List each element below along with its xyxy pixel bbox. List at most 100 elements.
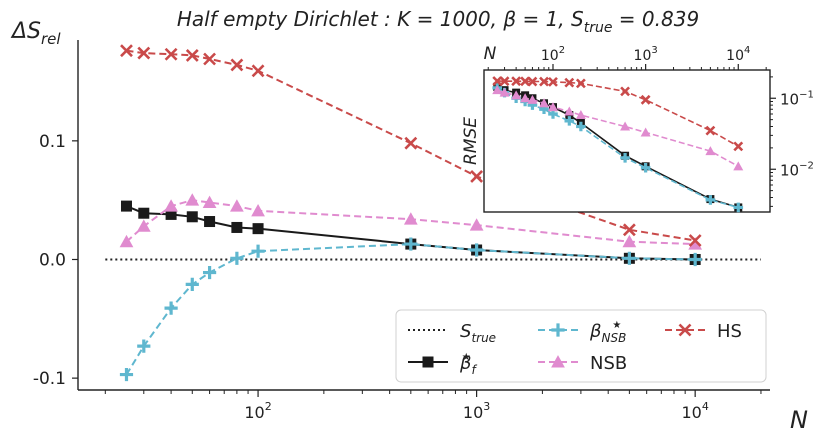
data-point [185,277,199,292]
data-point [137,46,151,60]
inset-data-point [733,161,744,171]
inset-series-NSB [492,85,744,171]
inset-data-point [539,98,550,108]
inset-x-axis-label: N [484,44,497,64]
inset-data-point [527,94,538,104]
data-point [230,251,244,265]
inset-frame [483,69,771,213]
y-axis-label: ΔSrel [10,19,61,48]
inset-data-point [640,162,651,173]
y-tick-label: -0.1 [33,369,66,389]
inset-data-point [499,87,510,97]
y-tick-label: 0.0 [39,250,66,270]
inset-data-point [576,121,586,132]
data-point [404,237,418,251]
inset-x-tick-label: 103 [634,45,658,64]
legend-entry: HS [665,321,742,342]
data-point [164,47,178,61]
inset-chart: 102 103 104 10−2 10−1 RMSE N [461,44,814,213]
x-axis-label: N [790,406,808,434]
data-point [202,265,217,280]
x-tick-label: 103 [463,400,490,422]
inset-data-point [547,102,558,112]
legend-marker [422,356,434,368]
data-point [165,208,177,220]
data-point [164,301,178,315]
data-point [403,212,418,225]
inset-data-point [705,146,716,156]
series-β_NSB* [119,237,702,382]
legend-marker [551,323,565,337]
inset-data-point [733,202,744,213]
data-point [185,49,199,62]
inset-data-point [575,78,586,89]
inset-data-point [733,141,744,152]
main-axes: -0.1 0.0 0.1 102 103 104 [33,40,770,422]
legend-label: HS [717,321,742,342]
inset-data-point [539,76,549,87]
inset-data-point [640,127,651,137]
data-point [251,203,265,217]
legend-entry: Strue [408,321,496,345]
data-point [185,193,200,206]
data-point [622,251,636,265]
inset-data-point [640,94,651,105]
data-point [230,58,244,72]
inset-data-point [620,86,631,97]
data-point [622,223,636,237]
data-point [204,216,216,228]
data-point [404,136,418,150]
legend-entry: βf★ [408,352,478,377]
inset-data-point [564,77,575,88]
data-point [137,339,151,353]
legend-label: βNSB★ [589,320,626,345]
inset-data-point [492,85,503,95]
inset-data-point [520,93,531,103]
inset-data-point [620,121,631,131]
inset-series-HS [492,76,744,152]
data-point [164,199,178,212]
inset-data-point [705,195,716,205]
series-line [125,243,696,376]
inset-data-point [705,125,716,136]
inset-data-point [499,76,510,87]
data-point [688,252,702,267]
data-point [622,234,637,248]
legend-label: Strue [460,321,496,345]
data-point [470,170,484,183]
data-point [252,223,264,235]
chart-labels: Half empty Dirichlet : K = 1000, β = 1, … [10,7,808,434]
inset-data-point [548,76,558,87]
x-tick-label: 104 [681,400,708,422]
y-tick-label: 0.1 [39,132,66,152]
inset-y-tick-label: 10−2 [780,160,814,179]
x-tick-label: 102 [244,400,271,422]
legend-marker [551,355,565,368]
data-point [136,219,151,232]
inset-y-tick-label: 10−1 [780,89,814,108]
data-point [203,52,216,66]
data-point [119,367,134,382]
data-point [119,234,134,248]
legend-label: βf★ [459,352,478,377]
data-point [251,64,265,78]
legend-entry: βNSB★ [538,320,626,345]
data-point [138,207,150,219]
data-point [202,195,217,209]
inset-data-point [564,106,575,116]
inset-data-point [511,90,522,100]
data-point [251,244,265,258]
data-point [469,218,484,231]
series-NSB [119,193,703,250]
legend-marker [678,323,692,337]
data-point [186,211,198,223]
inset-data-point [527,76,538,87]
data-point [230,199,244,212]
data-point [231,221,243,233]
legend-box [395,309,767,383]
data-point [120,200,132,212]
legend-entry: NSB [538,353,627,374]
inset-x-tick-label: 104 [726,45,750,64]
chart-title: Half empty Dirichlet : K = 1000, β = 1, … [177,7,699,36]
